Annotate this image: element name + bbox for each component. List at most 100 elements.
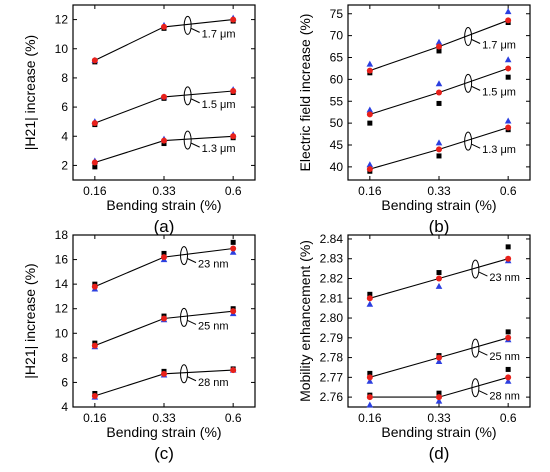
y-tick-label: 10 <box>55 42 69 56</box>
bracket-leader <box>187 319 197 325</box>
bracket-leader <box>190 27 200 33</box>
marker-circle-red <box>436 275 442 282</box>
marker-circle-red <box>161 137 167 144</box>
y-tick-label: 2 <box>61 158 68 172</box>
marker-square-black <box>505 74 511 80</box>
marker-circle-red <box>230 16 237 23</box>
marker-circle-red <box>436 354 442 361</box>
y-tick-label: 8 <box>61 71 68 85</box>
marker-square-black <box>436 48 442 54</box>
series-label: 25 nm <box>198 320 229 332</box>
marker-triangle-blue <box>504 8 512 15</box>
marker-square-black <box>230 239 236 245</box>
marker-square-black <box>367 120 373 126</box>
x-tick-label: 0.6 <box>225 411 242 425</box>
y-axis-title: |H21| increase (%) <box>22 263 38 378</box>
series-bracket <box>183 130 192 150</box>
y-tick-label: 65 <box>330 51 344 65</box>
x-axis-title: Bending strain (%) <box>381 197 496 213</box>
marker-square-black <box>436 270 442 276</box>
y-tick-label: 2.80 <box>320 311 344 325</box>
y-tick-label: 50 <box>330 116 344 130</box>
series-2: 25 nm <box>91 306 237 350</box>
series-label: 1.3 μm <box>202 143 236 155</box>
marker-circle-red <box>161 23 167 30</box>
marker-square-black <box>161 250 167 256</box>
marker-triangle-blue <box>435 282 443 289</box>
chart-panel-1: 2 4 6 8 10 12 0.16 0.33 0.6 Bending strain (%) |H2… <box>22 4 256 236</box>
y-tick-label: 12 <box>55 13 69 27</box>
marker-square-black <box>92 164 98 170</box>
series-3: 1.3 μm <box>366 117 516 174</box>
marker-circle-red <box>436 43 442 50</box>
series-3: 28 nm <box>366 366 520 408</box>
series-2: 25 nm <box>366 329 520 384</box>
marker-square-black <box>505 366 511 372</box>
marker-circle-red <box>366 111 373 118</box>
marker-circle-red <box>230 367 237 374</box>
series-bracket <box>464 131 473 151</box>
series-1: 1.7 μm <box>91 14 237 65</box>
y-tick-label: 60 <box>330 72 344 86</box>
y-tick-label: 40 <box>330 160 344 174</box>
marker-circle-red <box>505 255 512 262</box>
panel-label: (c) <box>154 444 174 463</box>
x-tick-label: 0.16 <box>83 184 107 198</box>
bracket-leader <box>190 98 200 104</box>
panel-label: (b) <box>429 217 450 236</box>
series-bracket <box>180 246 189 266</box>
x-tick-label: 0.16 <box>83 411 107 425</box>
y-axis-title: Electric field increase (%) <box>297 14 313 172</box>
x-tick-label: 0.33 <box>152 184 176 198</box>
panel-label: (d) <box>429 444 450 463</box>
series-2: 1.5 μm <box>91 86 237 128</box>
chart-panel-3: 4 6 8 10 12 14 16 18 0.16 0.33 0.6 Bending strain (… <box>22 228 256 463</box>
marker-circle-red <box>91 159 98 166</box>
marker-circle-red <box>91 57 98 64</box>
marker-square-black <box>505 244 511 250</box>
x-tick-label: 0.6 <box>500 411 517 425</box>
marker-circle-red <box>505 17 512 24</box>
marker-circle-red <box>505 374 512 381</box>
series-bracket <box>464 27 473 47</box>
y-tick-label: 45 <box>330 138 344 152</box>
chart-panel-4: 2.76 2.77 2.78 2.79 2.80 2.81 2.82 2.83 2.84 0.16… <box>297 232 531 463</box>
marker-triangle-blue <box>366 161 374 168</box>
marker-square-black <box>367 291 373 297</box>
bracket-leader <box>190 142 200 148</box>
y-tick-label: 4 <box>61 400 68 414</box>
series-1: 1.7 μm <box>366 8 516 76</box>
bracket-leader <box>478 350 488 356</box>
y-tick-label: 16 <box>55 253 69 267</box>
y-tick-label: 2.83 <box>320 252 344 266</box>
marker-circle-red <box>230 308 237 315</box>
series-label: 28 nm <box>198 377 229 389</box>
x-tick-label: 0.16 <box>358 411 382 425</box>
y-tick-label: 70 <box>330 29 344 43</box>
y-tick-label: 4 <box>61 129 68 143</box>
marker-circle-red <box>366 67 373 74</box>
y-tick-label: 75 <box>330 7 344 21</box>
marker-square-black <box>436 153 442 159</box>
series-3: 1.3 μm <box>91 130 237 170</box>
marker-square-black <box>505 329 511 335</box>
marker-square-black <box>367 370 373 376</box>
panel-label: (a) <box>154 217 175 236</box>
bracket-leader <box>187 258 197 264</box>
series-2: 1.5 μm <box>366 56 516 126</box>
series-bracket <box>471 259 480 279</box>
bracket-leader <box>187 376 197 382</box>
series-bracket <box>471 338 480 358</box>
marker-triangle-blue <box>366 377 374 384</box>
marker-triangle-blue <box>435 38 443 45</box>
x-tick-label: 0.33 <box>427 184 451 198</box>
bracket-leader <box>478 390 488 396</box>
marker-circle-red <box>436 394 442 401</box>
y-tick-label: 10 <box>55 326 69 340</box>
series-1: 23 nm <box>366 244 520 307</box>
marker-circle-red <box>436 146 442 153</box>
y-tick-label: 6 <box>61 100 68 114</box>
marker-circle-red <box>91 392 98 399</box>
marker-triangle-blue <box>435 397 443 404</box>
